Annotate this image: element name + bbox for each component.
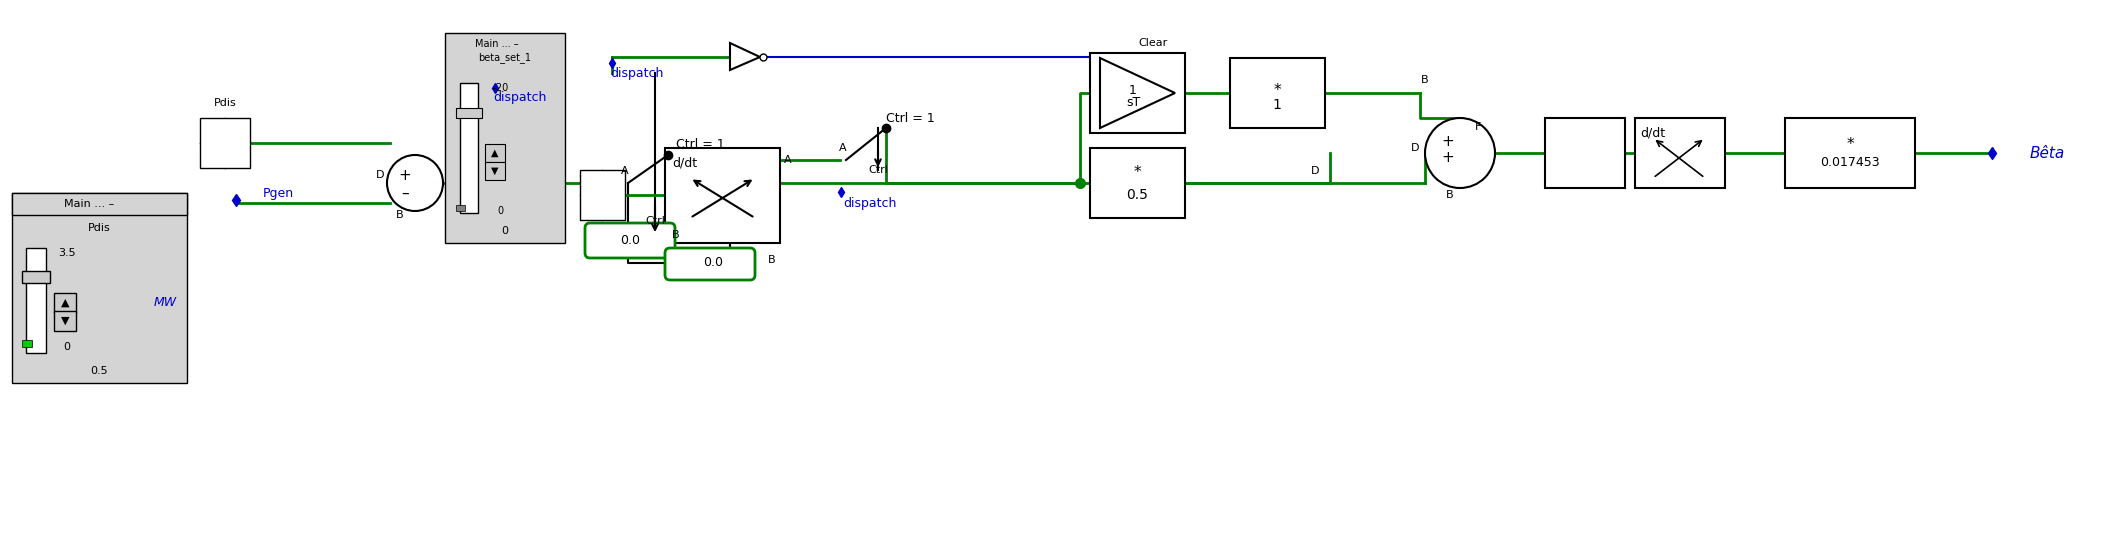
FancyBboxPatch shape: [665, 248, 755, 280]
Text: A: A: [620, 166, 629, 176]
FancyBboxPatch shape: [485, 162, 504, 180]
Text: 3.5: 3.5: [59, 248, 76, 258]
Text: 0.0: 0.0: [620, 235, 639, 247]
Text: B: B: [1422, 75, 1428, 85]
Text: 0.5: 0.5: [91, 366, 108, 376]
Text: Ctrl: Ctrl: [867, 165, 888, 175]
FancyBboxPatch shape: [1635, 118, 1726, 188]
Text: F: F: [1475, 122, 1481, 132]
Text: B: B: [1445, 190, 1454, 200]
Text: ▲: ▲: [61, 298, 70, 308]
Text: D: D: [376, 170, 384, 180]
Text: ▼: ▼: [61, 316, 70, 326]
Text: dispatch: dispatch: [844, 196, 897, 209]
Text: dispatch: dispatch: [494, 91, 546, 104]
Text: A: A: [785, 155, 791, 165]
FancyBboxPatch shape: [456, 108, 481, 118]
FancyBboxPatch shape: [1785, 118, 1916, 188]
Text: Ctrl: Ctrl: [646, 216, 665, 226]
FancyBboxPatch shape: [25, 248, 46, 353]
Text: 1: 1: [1272, 98, 1281, 112]
Text: d/dt: d/dt: [673, 157, 698, 169]
Text: Main ... –: Main ... –: [475, 39, 519, 49]
Text: dispatch: dispatch: [610, 67, 665, 80]
Text: d/dt: d/dt: [1639, 126, 1665, 139]
FancyBboxPatch shape: [1230, 58, 1325, 128]
Text: MW: MW: [154, 296, 177, 309]
Text: D: D: [1310, 166, 1319, 176]
Text: 0: 0: [498, 206, 502, 216]
FancyBboxPatch shape: [55, 311, 76, 331]
Text: B: B: [768, 255, 776, 265]
Text: Clear: Clear: [1139, 38, 1167, 48]
Text: Bêta: Bêta: [2030, 145, 2066, 160]
FancyBboxPatch shape: [485, 144, 504, 162]
Text: 0: 0: [502, 226, 509, 236]
Text: 1: 1: [1129, 84, 1137, 97]
Text: 0: 0: [63, 342, 70, 352]
Text: *: *: [1272, 83, 1281, 98]
Text: Pgen: Pgen: [264, 188, 293, 201]
Text: Main ... –: Main ... –: [65, 199, 114, 209]
Text: Ctrl = 1: Ctrl = 1: [886, 111, 935, 124]
FancyBboxPatch shape: [665, 148, 781, 243]
Bar: [456, 205, 464, 211]
Text: +: +: [1441, 133, 1454, 148]
Bar: [21, 340, 32, 347]
Text: +: +: [1441, 151, 1454, 166]
Text: beta_set_1: beta_set_1: [479, 53, 532, 63]
FancyBboxPatch shape: [13, 193, 188, 383]
FancyBboxPatch shape: [584, 223, 675, 258]
Text: *: *: [1846, 138, 1855, 152]
FancyBboxPatch shape: [580, 170, 625, 220]
Text: 0.5: 0.5: [1127, 188, 1148, 202]
FancyBboxPatch shape: [460, 83, 479, 213]
FancyBboxPatch shape: [1091, 148, 1186, 218]
Text: *: *: [1133, 166, 1142, 181]
Text: 0.0: 0.0: [703, 257, 724, 270]
Text: Pdis: Pdis: [89, 223, 112, 233]
Polygon shape: [1099, 58, 1175, 128]
FancyBboxPatch shape: [445, 33, 565, 243]
Text: 0.017453: 0.017453: [1821, 157, 1880, 169]
Text: ▼: ▼: [492, 166, 498, 176]
FancyBboxPatch shape: [13, 193, 188, 215]
Polygon shape: [730, 43, 760, 70]
Text: Ctrl = 1: Ctrl = 1: [675, 138, 724, 152]
FancyBboxPatch shape: [21, 271, 51, 283]
Text: ▲: ▲: [492, 148, 498, 158]
FancyBboxPatch shape: [1091, 53, 1186, 133]
Circle shape: [386, 155, 443, 211]
Text: B: B: [673, 230, 679, 240]
Text: –20: –20: [492, 83, 509, 93]
Text: D: D: [1412, 143, 1420, 153]
Text: sT: sT: [1127, 96, 1139, 110]
FancyBboxPatch shape: [55, 293, 76, 313]
Text: Pdis: Pdis: [213, 98, 236, 108]
FancyBboxPatch shape: [200, 118, 249, 168]
Text: –: –: [401, 186, 409, 201]
Circle shape: [1424, 118, 1496, 188]
FancyBboxPatch shape: [1545, 118, 1625, 188]
Text: +: +: [399, 167, 411, 182]
Text: A: A: [840, 143, 846, 153]
Text: B: B: [397, 210, 403, 220]
